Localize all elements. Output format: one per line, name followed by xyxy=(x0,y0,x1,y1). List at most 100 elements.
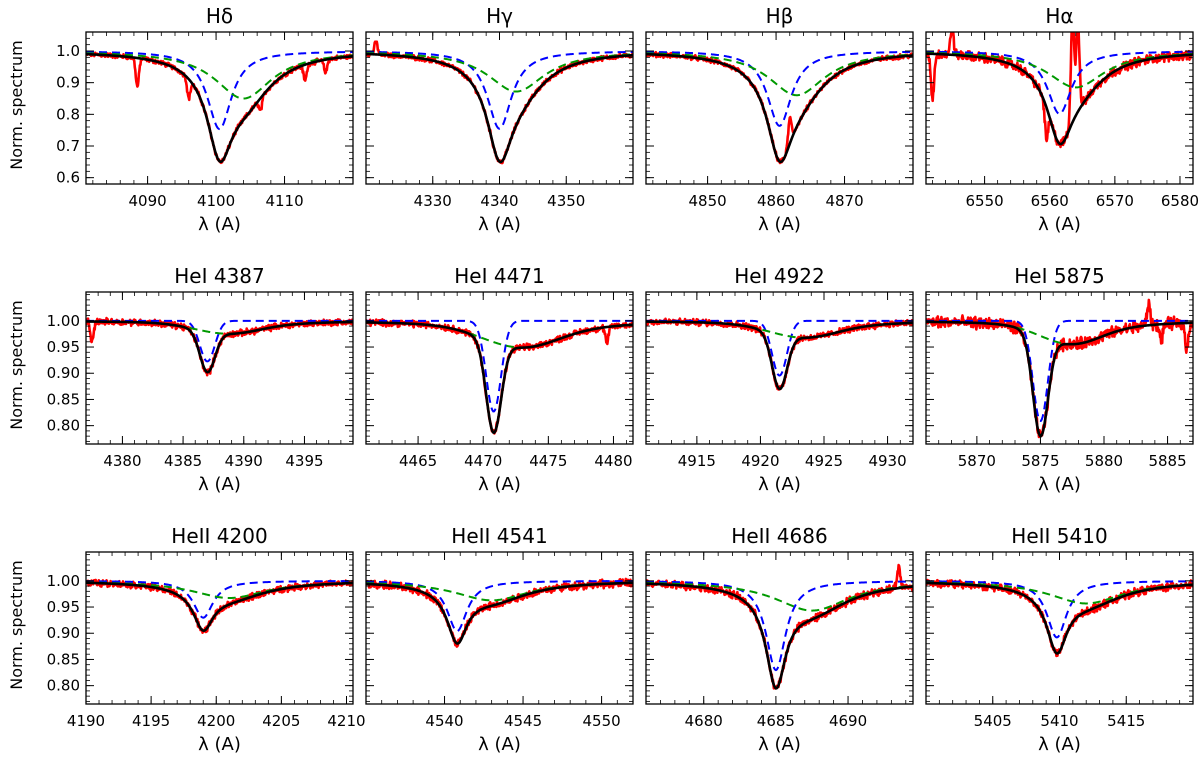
panel-9-curves xyxy=(86,578,353,634)
xtick-label: 4380 xyxy=(103,452,141,470)
panel-title: Hβ xyxy=(766,4,794,28)
panel-10-curves xyxy=(366,577,633,648)
ytick-label: 0.95 xyxy=(47,598,80,616)
panel-1: 4090 4100 4110 0.6 0.7 0.8 0.9 1.0 Hδ λ (A) xyxy=(56,4,354,235)
ytick-label: 1.00 xyxy=(47,572,80,590)
xaxis-label: λ (A) xyxy=(198,474,241,495)
xtick-label: 4680 xyxy=(685,712,723,730)
series-total-model xyxy=(366,581,633,645)
panel-3: 4850 4860 4870 Hβ λ (A) xyxy=(645,4,914,235)
panel-11: 4680 4685 4690 HeII 4686 λ (A) xyxy=(645,524,914,755)
series-component-1 xyxy=(646,50,913,127)
ytick-label: 1.0 xyxy=(56,42,80,60)
xtick-label: 5415 xyxy=(1107,712,1145,730)
panel-title: Hδ xyxy=(206,4,233,28)
xtick-label: 4480 xyxy=(594,452,632,470)
xtick-label: 6560 xyxy=(1031,192,1069,210)
xtick-label: 4385 xyxy=(164,452,202,470)
xtick-label: 5875 xyxy=(1021,452,1059,470)
xaxis-label: λ (A) xyxy=(758,474,801,495)
xtick-label: 4475 xyxy=(529,452,567,470)
xtick-label: 4195 xyxy=(132,712,170,730)
series-component-2 xyxy=(646,581,913,612)
series-total-model xyxy=(646,320,913,391)
panel-4-curves xyxy=(926,32,1193,149)
panel-title: HeI 5875 xyxy=(1014,264,1105,288)
series-component-2 xyxy=(366,52,633,93)
xtick-label: 4340 xyxy=(480,192,518,210)
ytick-label: 0.85 xyxy=(47,650,80,668)
xtick-label: 4920 xyxy=(741,452,779,470)
xtick-label: 5405 xyxy=(974,712,1012,730)
series-total-model xyxy=(86,52,353,164)
xaxis-label: λ (A) xyxy=(478,214,521,235)
xaxis-label: λ (A) xyxy=(478,474,521,495)
xaxis-label: λ (A) xyxy=(1038,214,1081,235)
panel-title: Hγ xyxy=(486,4,513,28)
xtick-label: 4395 xyxy=(285,452,323,470)
panel-title: HeI 4387 xyxy=(174,264,265,288)
panel-2: 4330 4340 4350 Hγ λ (A) xyxy=(365,4,634,235)
xtick-label: 5410 xyxy=(1040,712,1078,730)
xtick-label: 4350 xyxy=(547,192,585,210)
xtick-label: 4210 xyxy=(327,712,365,730)
series-component-1 xyxy=(926,319,1193,422)
xtick-label: 4330 xyxy=(414,192,452,210)
xtick-label: 6580 xyxy=(1161,192,1199,210)
panel-6-curves xyxy=(366,318,633,435)
ytick-label: 0.7 xyxy=(56,137,80,155)
series-component-1 xyxy=(366,580,633,633)
panel-9: 4190 4195 4200 4205 4210 0.80 0.85 0.90 0.95 1.00… xyxy=(47,524,366,755)
series-observed xyxy=(366,577,633,648)
xtick-label: 4090 xyxy=(129,192,167,210)
panel-title: HeII 4541 xyxy=(451,524,547,548)
series-total-model xyxy=(86,581,353,632)
series-total-model xyxy=(646,582,913,690)
xtick-label: 6550 xyxy=(966,192,1004,210)
series-component-2 xyxy=(86,52,353,100)
series-total-model xyxy=(366,321,633,435)
plot-frame xyxy=(645,291,914,445)
panel-title: HeII 5410 xyxy=(1011,524,1107,548)
panel-1-curves xyxy=(86,50,353,165)
panel-title: HeI 4922 xyxy=(734,264,825,288)
series-total-model xyxy=(366,52,633,164)
panel-2-curves xyxy=(366,40,633,165)
series-observed xyxy=(926,32,1193,149)
xtick-label: 4470 xyxy=(464,452,502,470)
xtick-label: 4860 xyxy=(757,192,795,210)
panel-title: HeI 4471 xyxy=(454,264,545,288)
ytick-label: 0.9 xyxy=(56,74,80,92)
panel-12-curves xyxy=(926,578,1193,658)
xtick-label: 5885 xyxy=(1148,452,1186,470)
series-total-model xyxy=(926,320,1193,438)
series-observed xyxy=(86,50,353,165)
series-component-1 xyxy=(646,319,913,377)
series-component-2 xyxy=(366,321,633,349)
plot-frame xyxy=(365,291,634,445)
xtick-label: 4465 xyxy=(399,452,437,470)
xtick-label: 4925 xyxy=(805,452,843,470)
panel-5: 4380 4385 4390 4395 0.80 0.85 0.90 0.95 1.00 HeI … xyxy=(47,264,354,495)
ytick-label: 1.00 xyxy=(47,312,80,330)
series-component-2 xyxy=(646,52,913,97)
ylabel-row-1: Norm. spectrum xyxy=(7,40,26,170)
plot-frame xyxy=(925,551,1194,705)
panel-11-curves xyxy=(646,563,913,690)
series-component-1 xyxy=(646,580,913,672)
panel-title: HeII 4686 xyxy=(731,524,827,548)
xtick-label: 4850 xyxy=(689,192,727,210)
xtick-label: 4110 xyxy=(265,192,303,210)
ytick-label: 0.95 xyxy=(47,338,80,356)
series-observed xyxy=(646,50,913,165)
xtick-label: 4545 xyxy=(504,712,542,730)
xaxis-label: λ (A) xyxy=(198,214,241,235)
xtick-label: 4870 xyxy=(825,192,863,210)
panel-8: 5870 5875 5880 5885 HeI 5875 λ (A) xyxy=(925,264,1194,495)
series-component-1 xyxy=(366,319,633,413)
ytick-label: 0.90 xyxy=(47,364,80,382)
panel-7: 4915 4920 4925 4930 HeI 4922 λ (A) xyxy=(645,264,914,495)
ytick-label: 0.80 xyxy=(47,677,80,695)
series-observed xyxy=(926,578,1193,658)
